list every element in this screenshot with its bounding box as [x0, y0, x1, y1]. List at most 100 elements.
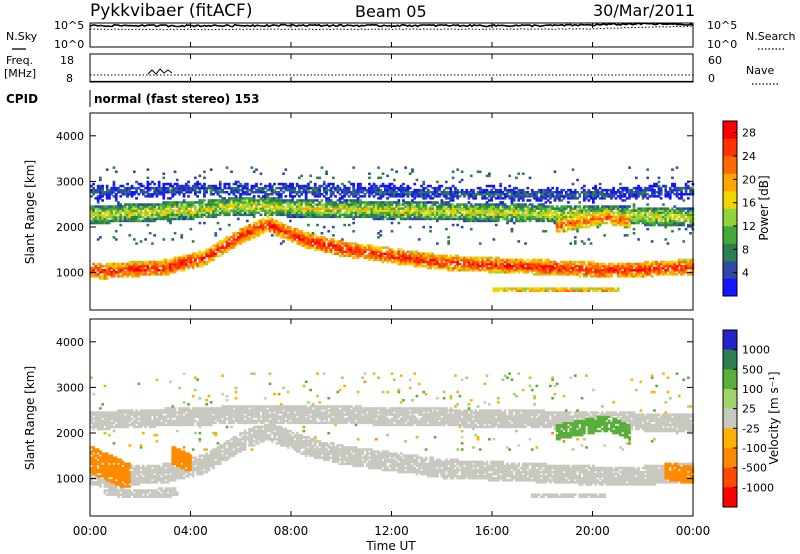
power-cell — [363, 203, 367, 206]
power-cell — [241, 191, 245, 194]
power-cell — [160, 262, 163, 266]
power-cell — [436, 217, 439, 221]
power-cell — [614, 197, 618, 200]
power-cell — [510, 207, 514, 210]
power-cell — [454, 188, 457, 192]
power-cell — [338, 193, 342, 196]
power-cell — [246, 227, 249, 231]
power-cell — [411, 258, 414, 262]
power-cell — [447, 256, 450, 260]
power-cell — [420, 191, 423, 194]
power-cell — [494, 271, 498, 274]
power-cell — [261, 186, 265, 190]
power-cell — [164, 209, 168, 212]
power-cell — [133, 207, 136, 210]
power-cell — [596, 225, 600, 229]
power-cell — [494, 256, 498, 260]
power-cell — [429, 201, 432, 204]
power-cell — [583, 211, 586, 214]
power-cell — [551, 213, 554, 217]
power-cell — [96, 197, 100, 200]
power-cell — [241, 199, 245, 202]
power-cell — [352, 248, 355, 251]
power-cell — [406, 260, 410, 264]
power-cell — [146, 262, 150, 266]
power-cell — [594, 269, 597, 272]
power-cell — [241, 209, 245, 212]
power-cell — [352, 199, 355, 202]
power-cell — [524, 213, 527, 217]
power-cell — [261, 230, 265, 233]
power-cell — [153, 219, 156, 223]
power-cell — [248, 209, 251, 212]
power-cell — [284, 211, 288, 214]
power-cell — [178, 215, 181, 219]
power-cell — [555, 193, 559, 196]
power-cell — [553, 271, 557, 274]
power-cell — [157, 262, 161, 266]
power-cell — [300, 209, 303, 212]
power-cell — [203, 184, 206, 188]
power-cell — [334, 246, 337, 249]
power-cell — [252, 215, 256, 219]
power-cell — [363, 209, 367, 212]
power-cell — [576, 223, 579, 227]
power-cell — [368, 215, 371, 219]
power-cell — [413, 260, 417, 264]
power-cell — [569, 211, 573, 214]
power-cell — [160, 193, 163, 196]
power-cell — [270, 191, 274, 194]
power-cell — [273, 199, 276, 202]
power-cell — [420, 193, 423, 196]
power-cell — [356, 248, 360, 251]
power-cell — [137, 193, 141, 196]
power-cell — [250, 230, 254, 233]
power-cell — [205, 262, 208, 266]
power-cell — [515, 264, 518, 268]
power-cell — [341, 191, 344, 194]
power-cell — [460, 178, 464, 182]
power-cell — [322, 244, 326, 247]
power-cell — [345, 209, 349, 212]
power-cell — [289, 191, 292, 194]
power-cell — [112, 271, 116, 274]
power-cell — [478, 211, 482, 214]
power-cell — [494, 215, 498, 219]
power-cell — [510, 217, 514, 221]
power-cell — [325, 215, 328, 219]
power-cell — [347, 207, 351, 210]
power-cell — [456, 195, 459, 198]
power-cell — [207, 256, 211, 260]
power-cell — [598, 215, 602, 219]
power-cell — [320, 199, 324, 202]
power-cell — [619, 271, 622, 274]
power-cell — [429, 191, 432, 194]
power-cell — [316, 213, 319, 217]
power-cell — [173, 232, 177, 235]
power-cell — [492, 266, 496, 270]
power-cell — [194, 215, 197, 219]
power-cell — [424, 260, 428, 264]
power-cell — [537, 197, 541, 200]
power-cell — [153, 205, 156, 208]
power-cell — [408, 211, 412, 214]
power-cell — [612, 264, 615, 268]
power-cell — [185, 254, 188, 258]
power-cell — [92, 209, 95, 212]
power-cell — [431, 193, 435, 196]
power-cell — [264, 203, 267, 206]
power-cell — [216, 191, 220, 194]
power-cell — [569, 193, 573, 196]
power-cell — [370, 188, 374, 192]
power-cell — [619, 186, 622, 190]
power-cell — [341, 246, 344, 249]
power-cell — [390, 195, 394, 198]
power-cell — [146, 269, 150, 272]
power-cell — [616, 211, 620, 214]
power-cell — [316, 188, 319, 192]
power-cell — [390, 230, 394, 233]
power-cell — [632, 219, 636, 223]
power-cell — [128, 203, 132, 206]
power-cell — [225, 244, 229, 247]
power-cell — [560, 223, 563, 227]
